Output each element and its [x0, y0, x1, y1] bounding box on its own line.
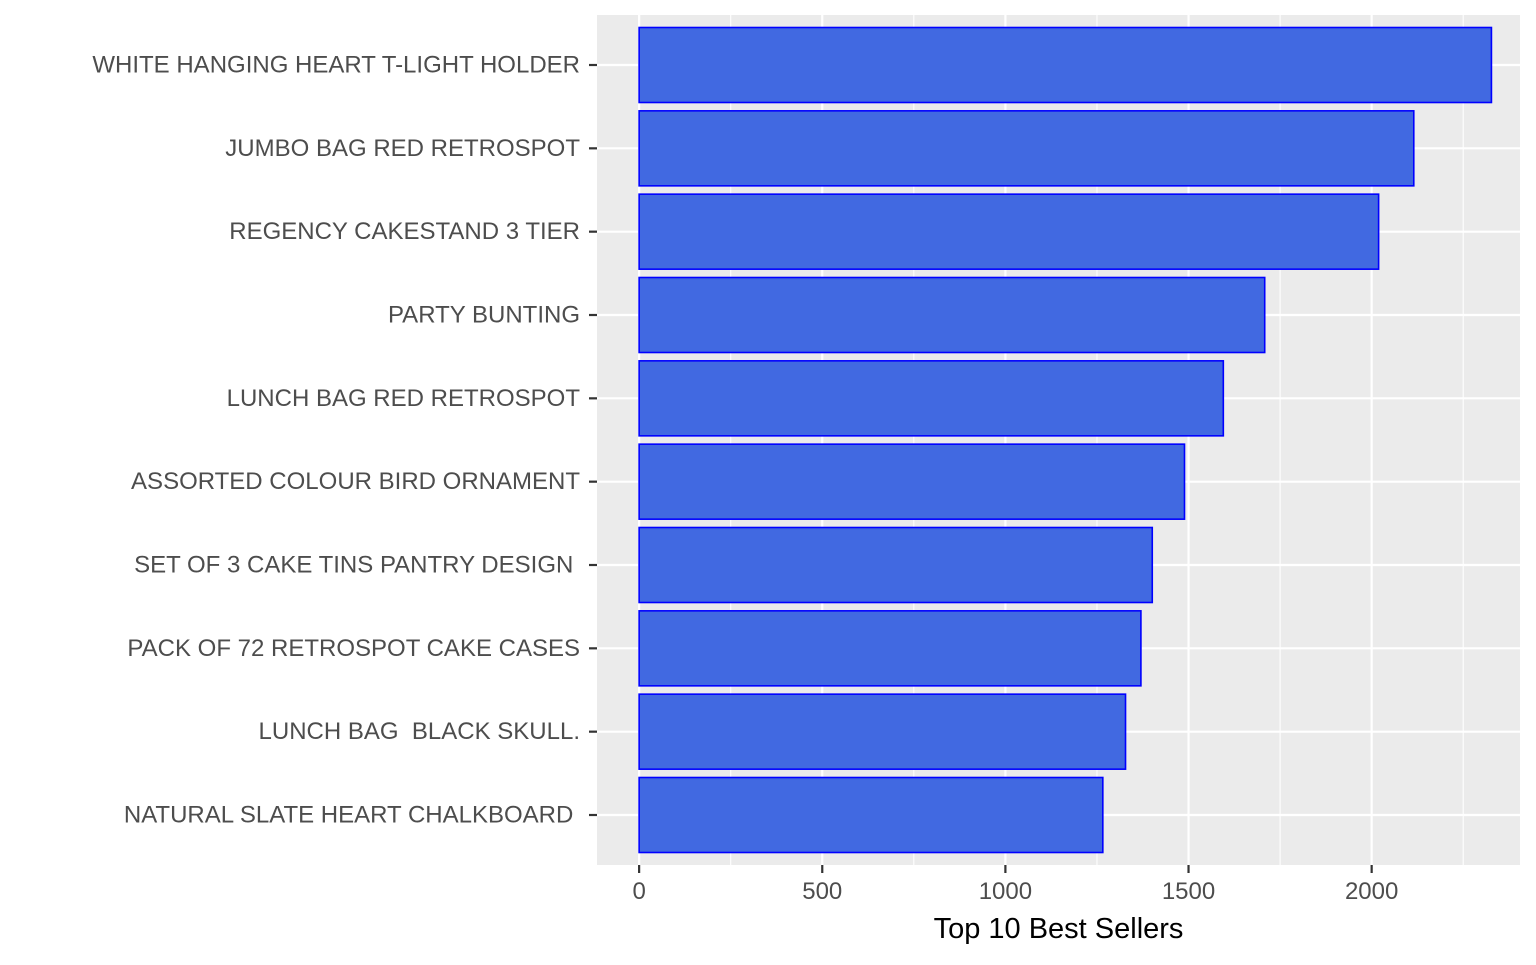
- y-axis: WHITE HANGING HEART T-LIGHT HOLDER JUMBO …: [92, 52, 597, 829]
- bars: [638, 26, 1493, 854]
- bar: [638, 526, 1154, 604]
- y-tick-label: PARTY BUNTING: [388, 302, 580, 329]
- x-tick-label: 1500: [1162, 878, 1215, 905]
- bar: [638, 360, 1225, 437]
- y-tick-label: ASSORTED COLOUR BIRD ORNAMENT: [131, 468, 580, 495]
- bar: [638, 610, 1142, 687]
- y-tick-label: REGENCY CAKESTAND 3 TIER: [229, 218, 580, 245]
- y-tick-label: WHITE HANGING HEART T-LIGHT HOLDER: [92, 52, 580, 79]
- bar: [638, 693, 1127, 770]
- x-tick-label: 500: [802, 878, 842, 905]
- bar: [638, 110, 1415, 187]
- x-tick-label: 2000: [1345, 878, 1398, 905]
- bar: [638, 26, 1493, 104]
- bar: [638, 443, 1186, 520]
- x-tick-label: 0: [632, 878, 645, 905]
- y-tick-label: PACK OF 72 RETROSPOT CAKE CASES: [127, 635, 580, 662]
- y-tick-label: SET OF 3 CAKE TINS PANTRY DESIGN: [134, 552, 580, 579]
- bar: [638, 276, 1266, 354]
- x-axis-title: Top 10 Best Sellers: [934, 913, 1184, 945]
- x-tick-label: 1000: [979, 878, 1032, 905]
- y-tick-label: LUNCH BAG RED RETROSPOT: [227, 385, 581, 412]
- y-tick-label: NATURAL SLATE HEART CHALKBOARD: [124, 802, 580, 829]
- y-tick-label: JUMBO BAG RED RETROSPOT: [225, 135, 580, 162]
- y-tick-label: LUNCH BAG BLACK SKULL.: [259, 718, 580, 745]
- bar: [638, 193, 1380, 270]
- x-axis: 0 500 1000 1500 2000: [632, 865, 1398, 905]
- bar: [638, 776, 1104, 854]
